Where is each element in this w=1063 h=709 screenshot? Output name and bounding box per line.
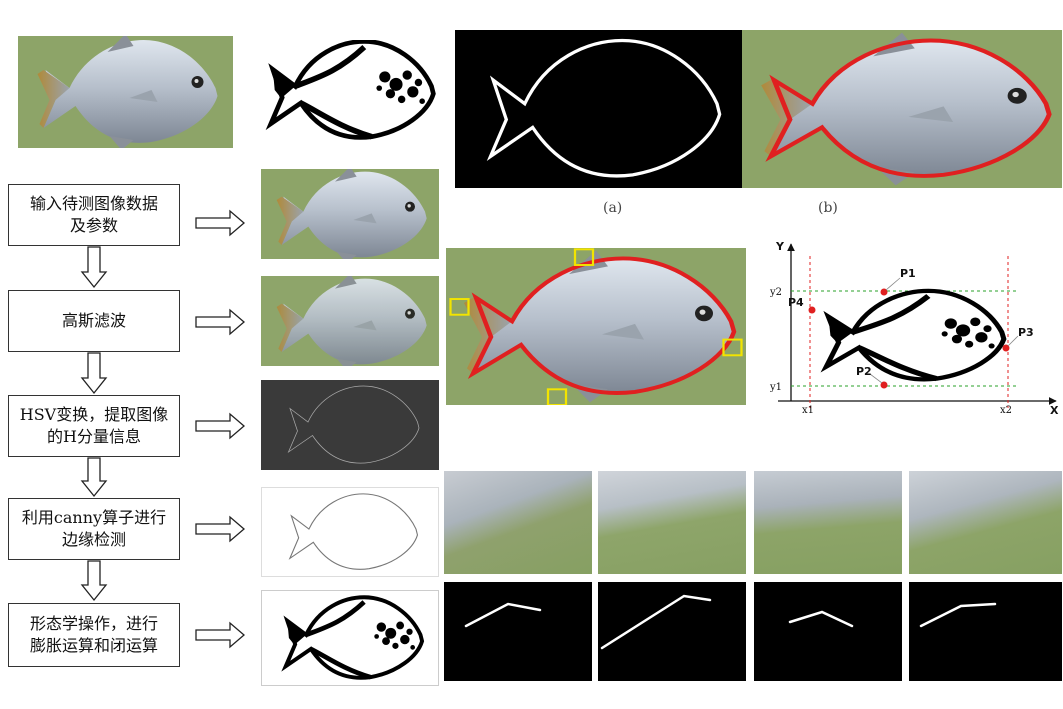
y-axis-label: Y [775, 240, 785, 253]
right-arrow-3 [195, 412, 245, 440]
step-1-line2: 及参数 [69, 216, 118, 235]
closeup-fin-2 [598, 471, 746, 574]
marker-top [573, 248, 595, 266]
right-arrow-5 [195, 621, 245, 649]
label-p3: P3 [1018, 326, 1034, 339]
top-binary-fish [250, 40, 445, 140]
step-3-line1: HSV变换，提取图像 [19, 405, 169, 424]
tick-x2: x2 [1000, 405, 1012, 416]
point-p4 [808, 306, 816, 314]
marker-bottom [546, 388, 568, 405]
coordinate-diagram: Y X x1 x2 y2 y1 P1 P2 P3 P4 [769, 240, 1059, 417]
closeup-fin-3 [754, 471, 902, 574]
point-p3 [1002, 344, 1010, 352]
step-morphology: 形态学操作，进行 膨胀运算和闭运算 [8, 603, 180, 667]
step-2-line1: 高斯滤波 [61, 311, 126, 330]
step-morphology-image [261, 590, 439, 686]
step-4-line1: 利用canny算子进行 [21, 508, 167, 527]
step-5-line2: 膨胀运算和闭运算 [29, 636, 158, 655]
down-arrow-4 [80, 560, 108, 602]
step-1-line1: 输入待测图像数据 [29, 194, 158, 213]
tick-x1: x1 [802, 405, 814, 416]
closeup-fin-4 [909, 471, 1062, 574]
edge-result-3 [754, 582, 902, 681]
x-axis-label: X [1050, 404, 1059, 417]
step-input-image [261, 169, 439, 259]
step-hsv: HSV变换，提取图像 的H分量信息 [8, 395, 180, 457]
contour-image-b [742, 30, 1062, 188]
label-p1: P1 [900, 267, 916, 280]
caption-b: (b) [818, 200, 838, 216]
right-arrow-4 [195, 515, 245, 543]
label-p2: P2 [856, 365, 872, 378]
step-canny: 利用canny算子进行 边缘检测 [8, 498, 180, 560]
down-arrow-3 [80, 457, 108, 498]
original-fish-photo [18, 36, 233, 148]
marker-right [722, 338, 743, 357]
point-p2 [880, 381, 888, 389]
fish-keypoints-image [446, 248, 746, 405]
step-canny-image [261, 487, 439, 577]
right-arrow-1 [195, 209, 245, 237]
step-5-line1: 形态学操作，进行 [29, 614, 158, 633]
down-arrow-2 [80, 352, 108, 395]
down-arrow-1 [80, 246, 108, 289]
point-p1 [880, 288, 888, 296]
label-p4: P4 [788, 296, 804, 309]
closeup-fin-1 [444, 471, 592, 574]
step-gaussian-image [261, 276, 439, 366]
right-arrow-2 [195, 308, 245, 336]
step-4-line2: 边缘检测 [61, 530, 126, 549]
step-3-line2: 的H分量信息 [47, 427, 141, 446]
tick-y2: y2 [769, 287, 782, 298]
caption-a: (a) [603, 200, 623, 216]
edge-result-4 [909, 582, 1062, 681]
flow-arrows [80, 209, 245, 649]
marker-left [449, 298, 470, 316]
step-gaussian-filter: 高斯滤波 [8, 290, 180, 352]
edge-result-2 [598, 582, 746, 681]
contour-image-a [455, 30, 742, 188]
step-input-data: 输入待测图像数据 及参数 [8, 184, 180, 246]
tick-y1: y1 [769, 382, 782, 393]
step-hsv-image [261, 380, 439, 470]
edge-result-1 [444, 582, 592, 681]
